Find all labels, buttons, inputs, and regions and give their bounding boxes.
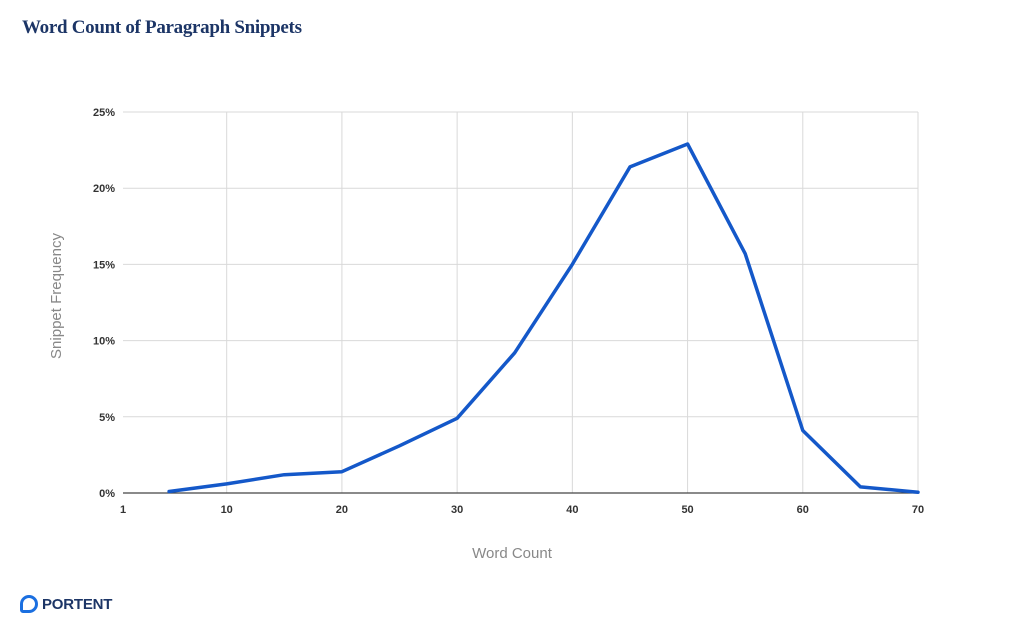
y-tick-label: 25% xyxy=(93,107,115,119)
labels: Word Count Snippet Frequency xyxy=(48,233,553,562)
y-tick-label: 15% xyxy=(93,259,115,271)
axes: 0% 5% 10% 15% 20% 25% 1 10 20 30 40 50 60 70 xyxy=(93,107,924,516)
x-tick-label: 70 xyxy=(912,504,924,516)
x-tick-label: 40 xyxy=(566,504,578,516)
x-tick-label: 10 xyxy=(221,504,233,516)
y-tick-label: 5% xyxy=(99,412,115,424)
x-tick-label: 20 xyxy=(336,504,348,516)
logo-text: PORTENT xyxy=(42,595,113,613)
series xyxy=(167,142,920,494)
y-tick-label: 0% xyxy=(99,488,115,500)
x-tick-label: 60 xyxy=(797,504,809,516)
y-axis-label: Snippet Frequency xyxy=(48,233,65,359)
x-tick-label: 1 xyxy=(120,504,126,516)
y-tick-label: 10% xyxy=(93,336,115,348)
chart-title: Word Count of Paragraph Snippets xyxy=(22,17,302,38)
portent-logo: PORTENT xyxy=(20,594,112,614)
series-line xyxy=(167,142,920,494)
x-tick-label: 50 xyxy=(681,504,693,516)
y-tick-label: 20% xyxy=(93,183,115,195)
portent-logo-icon xyxy=(20,595,38,613)
x-tick-label: 30 xyxy=(451,504,463,516)
x-axis-label: Word Count xyxy=(472,545,553,562)
grid xyxy=(123,111,919,493)
